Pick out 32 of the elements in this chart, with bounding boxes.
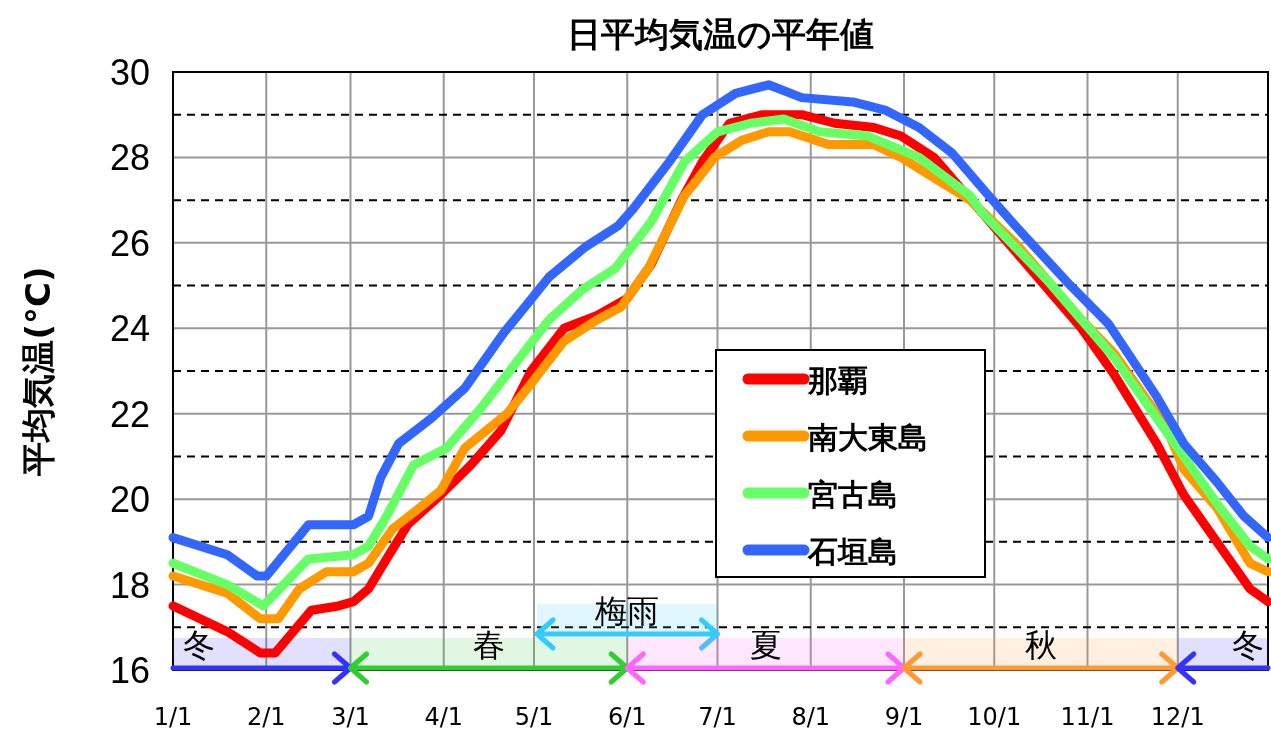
band-label: 梅雨 <box>594 592 660 630</box>
y-tick-label: 26 <box>109 222 151 264</box>
x-tick-label: 9/1 <box>884 703 924 731</box>
y-tick-label: 24 <box>109 308 151 350</box>
y-tick-label: 20 <box>109 479 151 521</box>
legend-label: 南大東島 <box>808 420 928 455</box>
x-tick-label: 1/1 <box>153 703 193 731</box>
legend-label: 宮古島 <box>808 477 898 512</box>
y-tick-label: 28 <box>109 137 151 179</box>
x-tick-label: 2/1 <box>246 703 286 731</box>
legend-label: 那覇 <box>807 363 868 398</box>
x-tick-label: 8/1 <box>791 703 831 731</box>
x-tick-label: 5/1 <box>514 703 554 731</box>
x-tick-label: 6/1 <box>607 703 647 731</box>
y-tick-label: 30 <box>109 52 151 93</box>
x-tick-label: 4/1 <box>424 703 464 731</box>
x-tick-label: 11/1 <box>1060 703 1115 731</box>
y-axis-title: 平均気温(°C) <box>18 266 58 477</box>
y-tick-label: 22 <box>109 393 151 435</box>
chart-title: 日平均気温の平年値 <box>567 14 874 54</box>
band-label: 春 <box>472 626 505 664</box>
band-label: 秋 <box>1024 626 1057 664</box>
x-tick-label: 7/1 <box>698 703 737 731</box>
x-tick-label: 3/1 <box>331 703 370 731</box>
band-label: 冬 <box>1232 626 1264 664</box>
x-tick-label: 10/1 <box>967 703 1022 731</box>
legend-label: 石垣島 <box>807 534 898 569</box>
band-label: 夏 <box>749 626 782 664</box>
y-tick-label: 18 <box>109 564 151 606</box>
x-tick-label: 12/1 <box>1150 703 1205 731</box>
band-label: 冬 <box>183 626 215 664</box>
y-tick-label: 16 <box>109 650 151 691</box>
